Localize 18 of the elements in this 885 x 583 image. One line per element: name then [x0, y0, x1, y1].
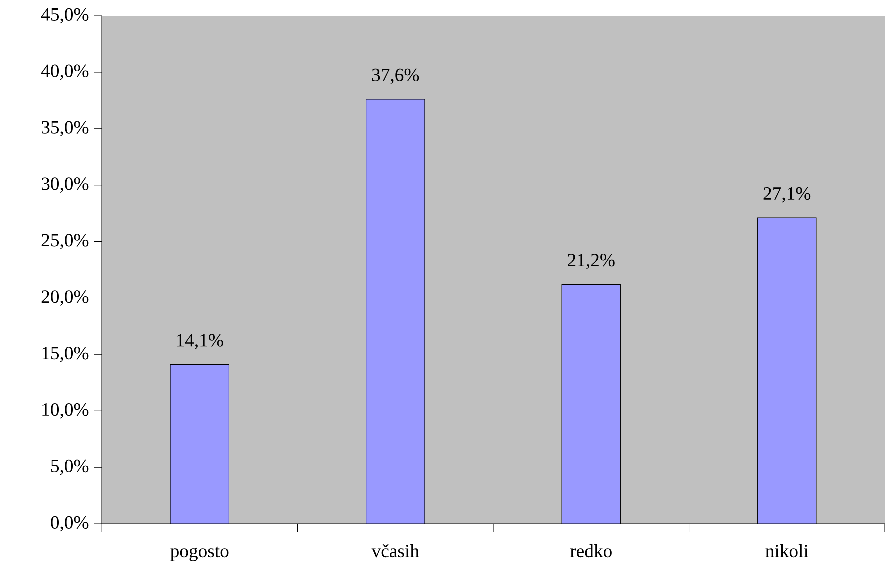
data-label: 27,1% [764, 187, 811, 203]
y-tick-label: 30,0% [42, 178, 89, 193]
y-tick-label: 35,0% [42, 121, 89, 137]
x-tick-label: nikoli [766, 544, 809, 558]
y-tick-label: 15,0% [42, 347, 89, 362]
data-label: 37,6% [372, 68, 420, 84]
x-tick-label: redko [570, 544, 612, 558]
y-tick-label: 5,0% [51, 460, 89, 476]
x-tick-label: pogosto [170, 546, 229, 562]
y-tick-label: 25,0% [42, 234, 89, 250]
x-tick-label: včasih [372, 544, 420, 558]
data-label: 21,2% [568, 254, 615, 270]
y-tick-label: 10,0% [42, 403, 89, 419]
y-tick-label: 40,0% [41, 64, 89, 80]
y-tick-label: 20,0% [42, 290, 89, 306]
y-tick-label: 0,0% [51, 516, 89, 532]
y-tick-label: 45,0% [41, 8, 89, 24]
data-label: 14,1% [177, 334, 224, 350]
